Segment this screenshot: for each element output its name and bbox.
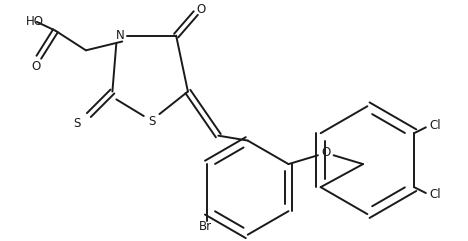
Text: Cl: Cl xyxy=(430,119,441,132)
Text: Br: Br xyxy=(198,220,212,233)
Text: S: S xyxy=(148,115,155,128)
Text: O: O xyxy=(31,60,41,73)
Text: HO: HO xyxy=(26,15,44,28)
Text: S: S xyxy=(73,117,81,130)
Text: O: O xyxy=(321,146,330,159)
Text: Cl: Cl xyxy=(430,188,441,201)
Text: N: N xyxy=(116,29,124,42)
Text: O: O xyxy=(196,3,205,16)
